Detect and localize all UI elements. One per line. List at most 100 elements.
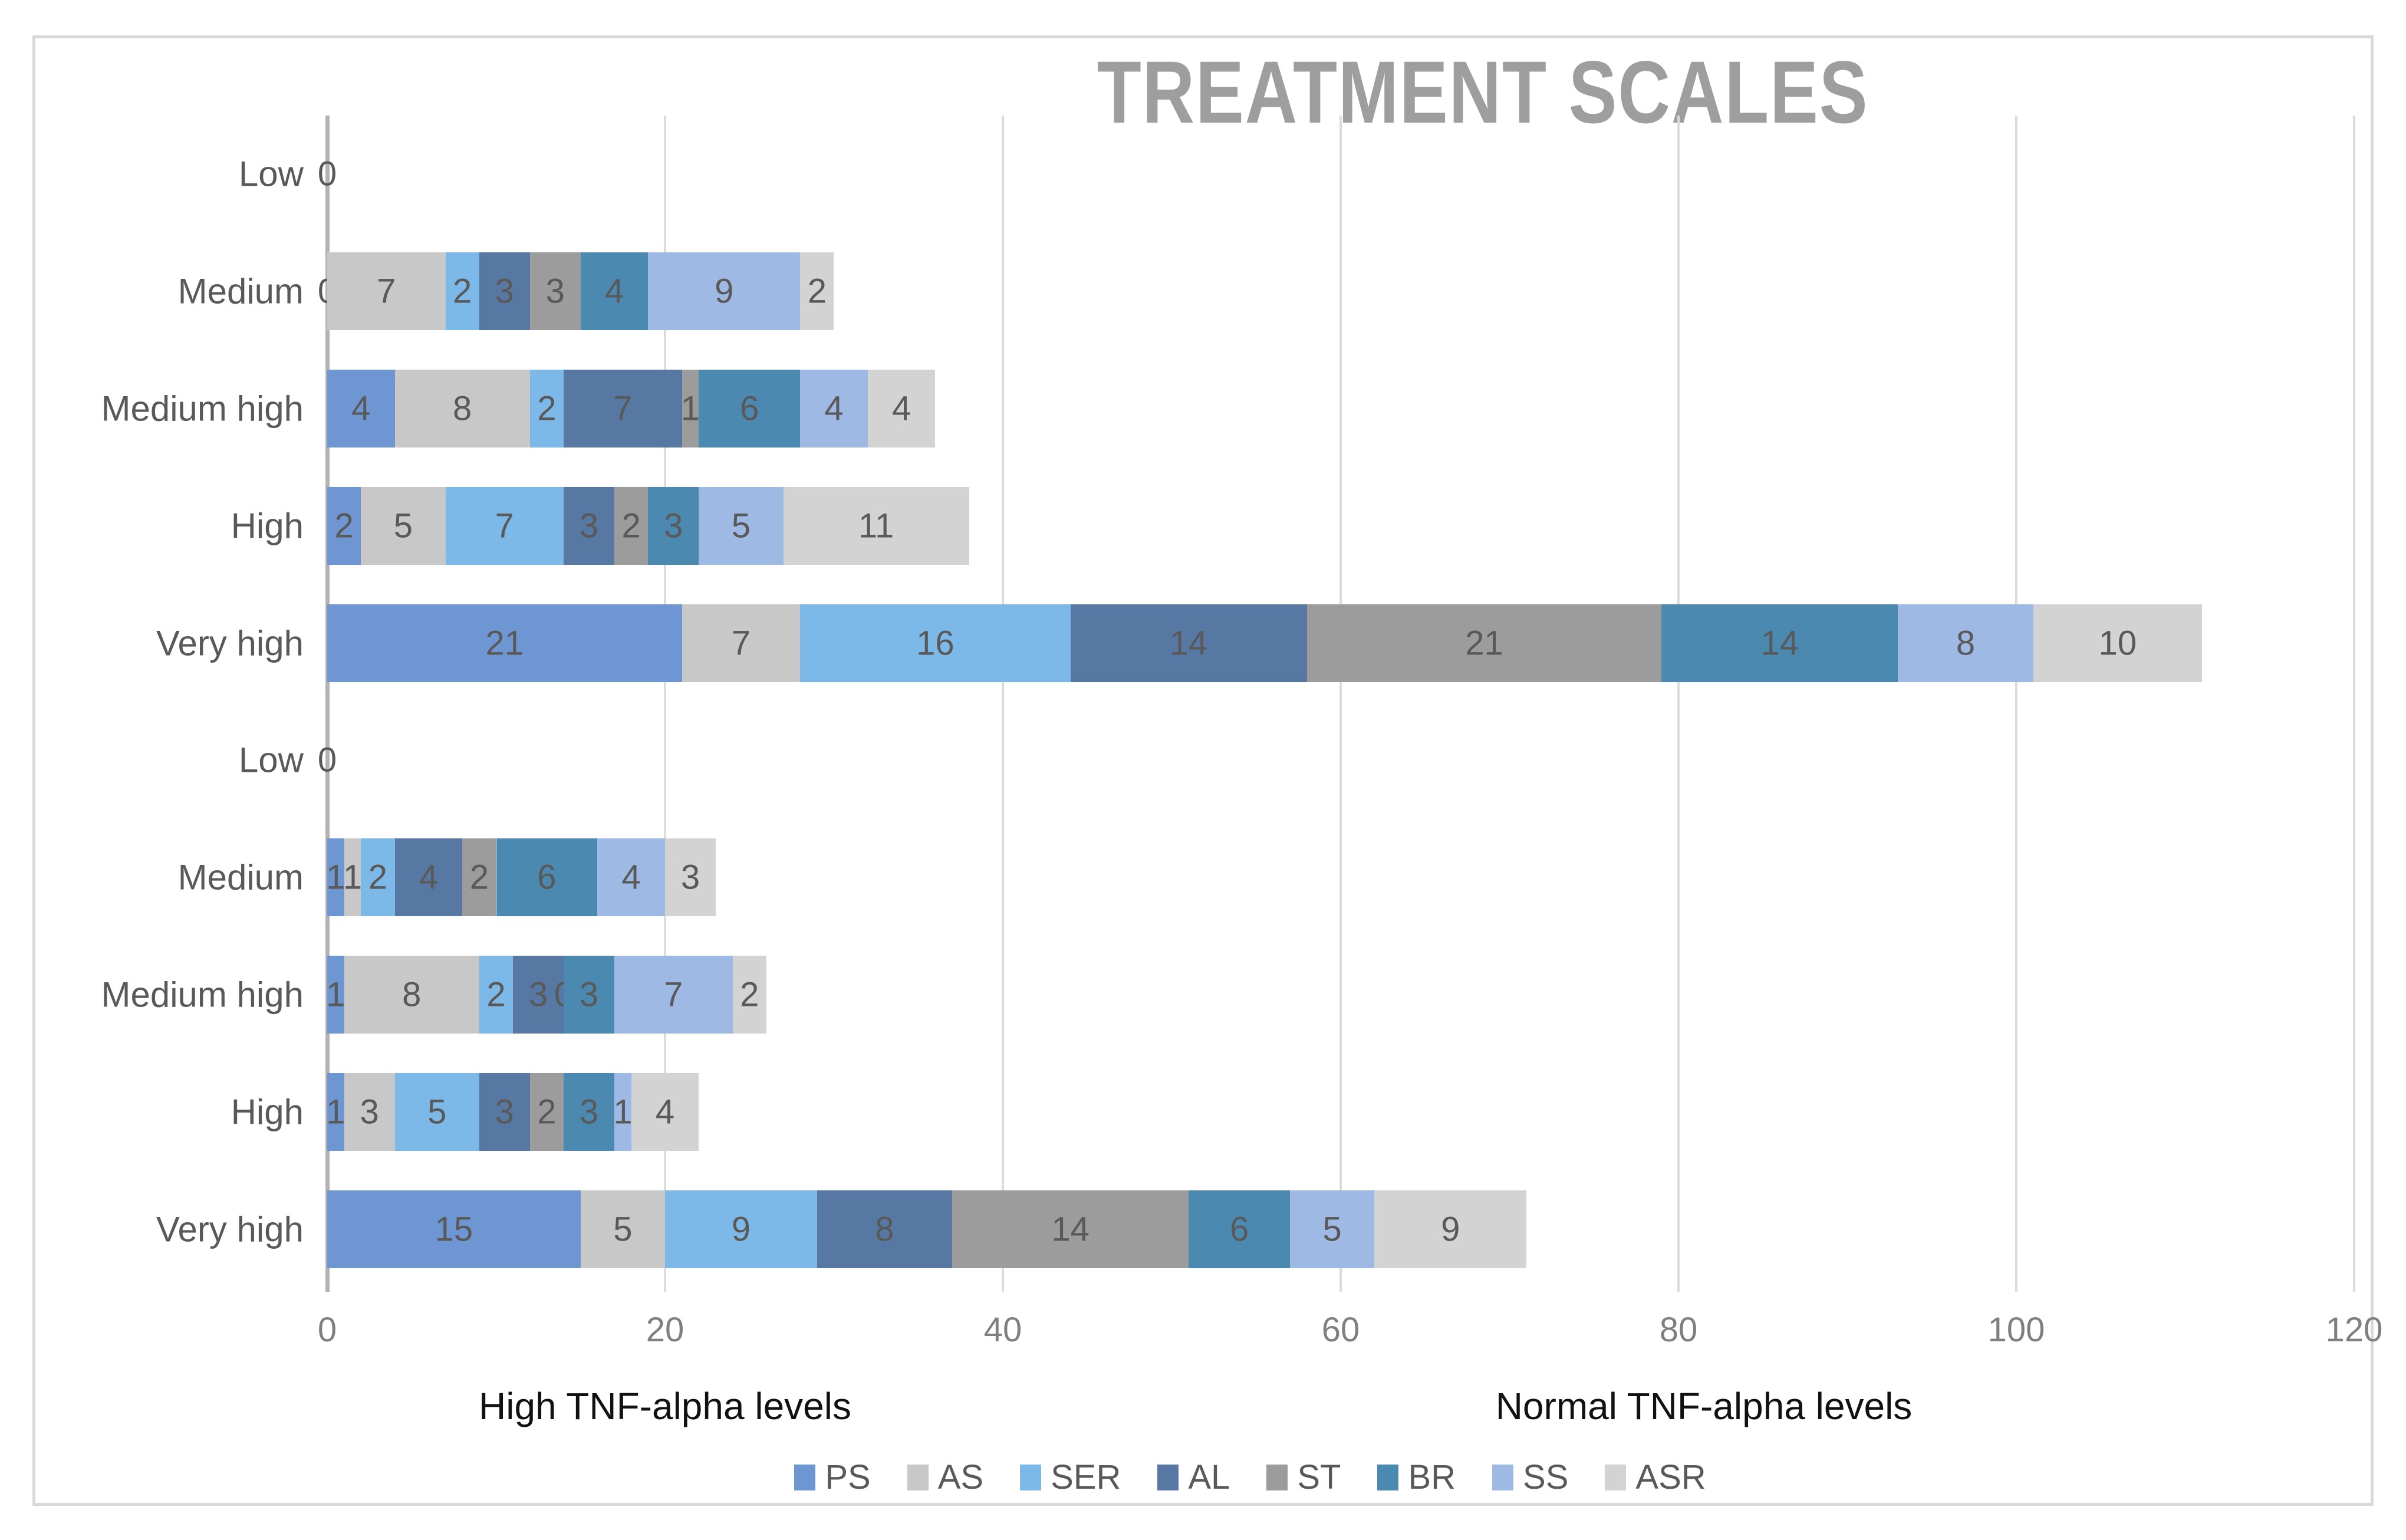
bar-segment-ps — [327, 604, 682, 682]
category-label: High — [231, 506, 304, 546]
data-label: 7 — [377, 272, 396, 311]
bar-segment-ser — [394, 1072, 479, 1151]
data-label: 6 — [537, 858, 557, 897]
legend-label: ASR — [1635, 1458, 1706, 1496]
data-label: 2 — [621, 506, 641, 545]
axis-group-label-normal-tnf: Normal TNF-alpha levels — [1495, 1385, 1913, 1427]
data-label: 4 — [351, 389, 371, 428]
bar-segment-br — [1661, 604, 1898, 682]
bar-segment-st — [1306, 604, 1662, 682]
br-legend-swatch — [1377, 1464, 1399, 1490]
data-label: 2 — [537, 1093, 557, 1131]
data-label: 2 — [537, 389, 557, 428]
bar-segment-as — [344, 838, 361, 917]
bar-segment-ss — [614, 956, 733, 1034]
data-label: 2 — [469, 858, 489, 897]
data-label: 5 — [393, 506, 413, 545]
data-label: 21 — [1465, 624, 1503, 663]
x-tick-label: 60 — [1321, 1311, 1360, 1349]
data-label: 9 — [1441, 1210, 1460, 1249]
data-label: 3 — [495, 272, 514, 311]
bar-segment-ss — [597, 838, 665, 917]
data-label: 3 — [360, 1093, 379, 1131]
category-label: Very high — [156, 1209, 304, 1249]
gridline — [1677, 116, 1680, 1292]
data-label: 11 — [858, 506, 894, 545]
bar-segment-br — [648, 486, 699, 565]
data-label: 8 — [453, 389, 472, 428]
ps-legend-swatch — [794, 1464, 816, 1490]
bar-segment-ser — [445, 252, 479, 331]
bar-segment-asr — [783, 486, 969, 565]
bar-segment-st — [614, 486, 649, 565]
legend-item-st: ST — [1266, 1457, 1341, 1497]
data-label: 2 — [334, 506, 354, 545]
data-label: 3 — [579, 1093, 599, 1131]
asr-legend-swatch — [1605, 1464, 1627, 1490]
data-label: 6 — [1229, 1210, 1249, 1249]
bar-segment-al — [513, 956, 564, 1034]
data-label: 0 — [317, 741, 337, 779]
bar-segment-ser — [529, 370, 564, 447]
bar-segment-st — [529, 1072, 564, 1151]
legend-item-ps: PS — [794, 1457, 871, 1497]
bar-segment-ss — [1898, 604, 2033, 682]
data-label: 3 — [495, 1093, 514, 1131]
x-tick-label: 20 — [646, 1311, 684, 1349]
chart-title: TREATMENT SCALES — [1097, 42, 1869, 142]
data-label: 4 — [604, 272, 624, 311]
category-label: Very high — [156, 623, 304, 663]
category-label: Medium — [177, 857, 304, 897]
data-label: 9 — [731, 1210, 751, 1249]
bar-segment-as — [361, 486, 446, 565]
ss-legend-swatch — [1492, 1464, 1514, 1490]
bar-segment-ss — [648, 252, 801, 331]
legend-label: PS — [825, 1458, 871, 1496]
data-label: 0 — [317, 154, 337, 193]
bar-segment-asr — [2033, 604, 2203, 682]
x-tick-label: 0 — [317, 1311, 337, 1349]
y-axis-line — [325, 116, 330, 1292]
data-label: 1 — [680, 389, 700, 428]
bar-segment-al — [564, 370, 682, 447]
data-label: 4 — [621, 858, 641, 897]
data-label: 1 — [326, 858, 345, 897]
legend-item-br: BR — [1377, 1457, 1456, 1497]
data-label: 3 — [528, 975, 548, 1014]
data-label: 5 — [427, 1093, 447, 1131]
bar-segment-asr — [631, 1072, 699, 1151]
bar-segment-as — [580, 1190, 665, 1268]
legend-item-as: AS — [907, 1457, 983, 1497]
x-tick-label: 100 — [1987, 1311, 2045, 1349]
data-label: 6 — [740, 389, 759, 428]
category-label: Low — [238, 154, 304, 194]
bar-segment-al — [479, 252, 530, 331]
legend-label: SS — [1523, 1458, 1569, 1496]
bar-segment-ss — [699, 486, 784, 565]
category-label: Medium high — [101, 975, 304, 1015]
bar-segment-st — [462, 838, 496, 917]
data-label: 15 — [435, 1210, 473, 1249]
data-label: 14 — [1051, 1210, 1090, 1249]
st-legend-swatch — [1266, 1464, 1288, 1490]
bar-segment-ps — [327, 370, 395, 447]
category-label: Medium high — [101, 389, 304, 429]
bar-segment-st — [682, 370, 699, 447]
bar-segment-ser — [479, 956, 514, 1034]
bar-segment-as — [394, 370, 530, 447]
data-label: 2 — [453, 272, 472, 311]
x-tick-label: 40 — [983, 1311, 1022, 1349]
axis-group-label-high-tnf: High TNF-alpha levels — [479, 1385, 851, 1427]
data-label: 9 — [715, 272, 734, 311]
category-label: Low — [238, 740, 304, 780]
legend-item-ss: SS — [1492, 1457, 1568, 1497]
bar-segment-br — [496, 838, 598, 917]
data-label: 10 — [2098, 624, 2137, 663]
bar-segment-st — [529, 252, 581, 331]
data-label: 3 — [680, 858, 700, 897]
bar-segment-ser — [800, 604, 1071, 682]
bar-segment-asr — [732, 956, 766, 1034]
legend-label: ST — [1297, 1458, 1341, 1496]
as-legend-swatch — [907, 1464, 929, 1490]
data-label: 16 — [916, 624, 954, 663]
